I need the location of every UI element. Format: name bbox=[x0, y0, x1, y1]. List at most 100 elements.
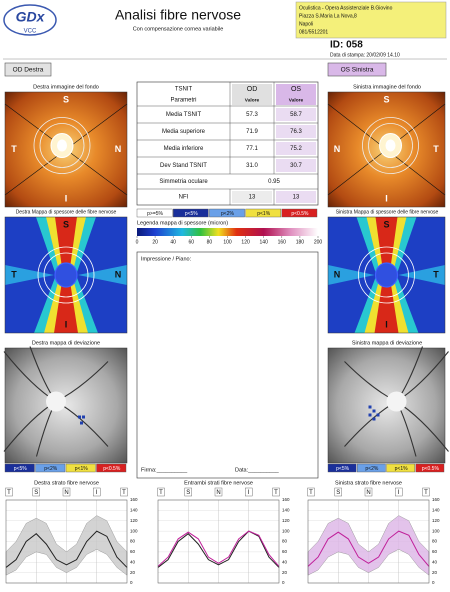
address-line: Piazza S.Maria La Nova,8 bbox=[299, 13, 357, 19]
sector-letter: T bbox=[433, 269, 439, 279]
p-swatch bbox=[245, 208, 282, 218]
legend-tick-label: 100 bbox=[223, 239, 232, 245]
frame bbox=[327, 91, 446, 208]
optic-disc bbox=[374, 262, 399, 288]
p-label: p<0.5% bbox=[422, 466, 440, 472]
y-tick-label: 40 bbox=[282, 559, 288, 564]
y-tick-label: 140 bbox=[130, 508, 138, 513]
deviation-pixel bbox=[372, 417, 376, 421]
os-label: OS Sinistra bbox=[341, 67, 374, 74]
panel-title: Sinistra mappa di deviazione bbox=[352, 340, 422, 346]
y-tick-label: 60 bbox=[130, 549, 136, 554]
legend-tick-label: 40 bbox=[170, 239, 176, 245]
y-tick-label: 120 bbox=[282, 518, 290, 523]
p-swatch bbox=[386, 463, 415, 473]
sector-letter: S bbox=[383, 94, 389, 104]
panel-title: Destra Mappa di spessore delle fibre ner… bbox=[16, 209, 117, 215]
sector-letter: N bbox=[334, 269, 341, 279]
legend-tick-label: 20 bbox=[152, 239, 158, 245]
os-tab bbox=[327, 62, 387, 77]
measure-ring bbox=[33, 117, 91, 174]
tsnit-curve bbox=[5, 530, 128, 568]
y-tick-label: 60 bbox=[282, 549, 288, 554]
optic-cup bbox=[57, 139, 67, 152]
p-label: p<2% bbox=[44, 466, 57, 472]
measure-ring bbox=[37, 246, 95, 304]
table-cell: 31.0 bbox=[246, 163, 258, 169]
p-label: p<1% bbox=[75, 466, 88, 472]
measure-ring bbox=[362, 117, 419, 174]
address-line: Oculistica - Opera Assistenziale B.Giovi… bbox=[299, 5, 393, 11]
address-box bbox=[295, 1, 447, 39]
deviation-pixel bbox=[376, 413, 380, 417]
sector-label: T bbox=[274, 490, 278, 496]
legend-tick-label: 80 bbox=[207, 239, 213, 245]
sector-label: I bbox=[398, 490, 400, 496]
sector-box bbox=[93, 487, 101, 497]
p-swatch bbox=[281, 208, 318, 218]
thickness-band bbox=[5, 265, 127, 285]
table-cell: Media inferiore bbox=[164, 146, 204, 152]
p-label: p<5% bbox=[14, 466, 27, 472]
legend-tick-label: 200 bbox=[314, 239, 323, 245]
os-cell bbox=[276, 159, 316, 172]
table-cell: 0.95 bbox=[268, 179, 280, 185]
os-head bbox=[276, 84, 316, 105]
frame bbox=[327, 347, 446, 464]
panel-title: Destra immagine del fondo bbox=[33, 84, 99, 90]
legend-tick-label: 160 bbox=[278, 239, 287, 245]
sector-box bbox=[32, 487, 40, 497]
legend-bar bbox=[137, 228, 318, 236]
sector-box bbox=[120, 487, 128, 497]
y-tick-label: 40 bbox=[432, 559, 438, 564]
sector-letter: T bbox=[11, 144, 17, 154]
table-cell: Media superiore bbox=[162, 129, 206, 135]
y-tick-label: 120 bbox=[432, 518, 440, 523]
y-tick-label: 140 bbox=[282, 508, 290, 513]
frame bbox=[4, 216, 128, 334]
p-swatch bbox=[327, 463, 357, 473]
sector-label: S bbox=[34, 490, 38, 496]
table-cell: 76.3 bbox=[290, 129, 302, 135]
y-tick-label: 160 bbox=[282, 497, 290, 502]
sector-box bbox=[62, 487, 71, 497]
y-tick-label: 120 bbox=[130, 518, 138, 523]
plot-frame bbox=[5, 499, 128, 584]
p-label: p<1% bbox=[395, 466, 408, 472]
table-cell: Media TSNIT bbox=[166, 112, 202, 118]
p-swatch bbox=[35, 463, 66, 473]
y-tick-label: 0 bbox=[130, 580, 133, 585]
sector-label: N bbox=[64, 490, 68, 496]
y-tick-label: 80 bbox=[432, 539, 438, 544]
y-tick-label: 80 bbox=[130, 539, 136, 544]
os-cell bbox=[276, 191, 316, 203]
y-tick-label: 160 bbox=[130, 497, 138, 502]
sector-box bbox=[334, 487, 342, 497]
optic-cup bbox=[385, 139, 396, 152]
sector-box bbox=[184, 487, 192, 497]
p-swatch bbox=[136, 208, 173, 218]
sector-letter: I bbox=[385, 319, 388, 329]
p-label: p<0.5% bbox=[291, 211, 309, 217]
sector-label: I bbox=[96, 490, 98, 496]
table-cell: 71.9 bbox=[246, 129, 258, 135]
p-label: p<0.5% bbox=[103, 466, 121, 472]
y-tick-label: 20 bbox=[432, 570, 438, 575]
sector-label: I bbox=[248, 490, 250, 496]
frame bbox=[4, 91, 128, 208]
measure-ring bbox=[368, 123, 413, 168]
sector-label: T bbox=[159, 490, 163, 496]
sector-letter: T bbox=[433, 144, 439, 154]
deviation-pixel bbox=[80, 421, 83, 425]
p-swatch bbox=[415, 463, 445, 473]
tsnit-curve bbox=[307, 530, 430, 567]
y-tick-label: 100 bbox=[130, 528, 138, 533]
panel-title: Destra mappa di deviazione bbox=[32, 340, 100, 346]
y-tick-label: 100 bbox=[282, 528, 290, 533]
measure-ring bbox=[43, 252, 89, 298]
logo-sub: VCC bbox=[24, 29, 37, 35]
sector-label: S bbox=[336, 490, 340, 496]
sector-label: N bbox=[216, 490, 220, 496]
table-cell: 30.7 bbox=[290, 163, 302, 169]
